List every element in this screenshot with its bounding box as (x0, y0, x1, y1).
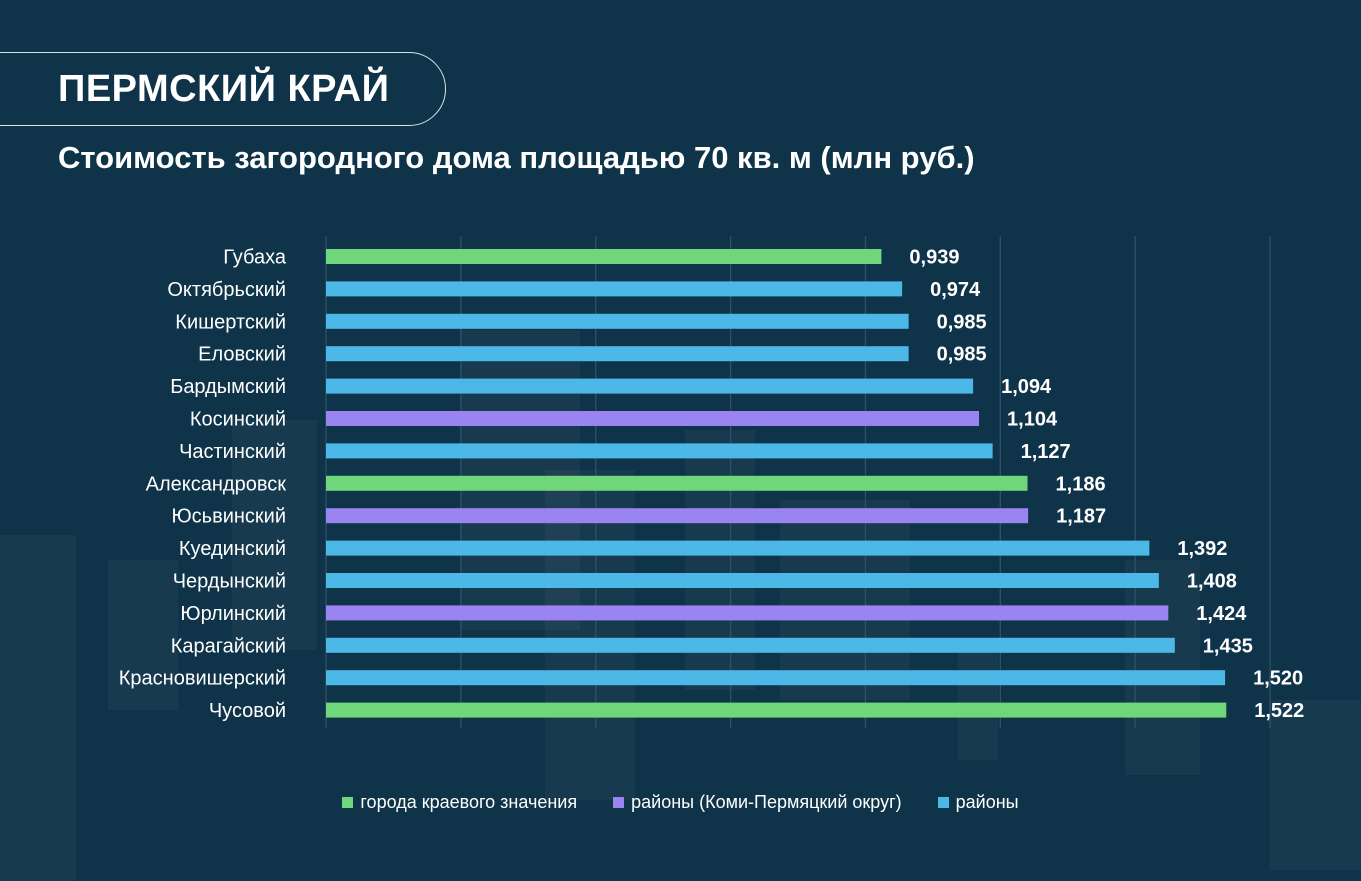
legend-item-komi: районы (Коми-Пермяцкий округ) (613, 792, 902, 813)
category-label: Октябрьский (167, 279, 286, 301)
category-label: Юсьвинский (171, 506, 286, 528)
value-label: 0,974 (930, 279, 981, 301)
category-label: Юрлинский (180, 603, 286, 625)
bar (326, 475, 1028, 491)
category-label: Чусовой (209, 700, 286, 722)
value-label: 0,985 (937, 344, 987, 366)
bar (326, 573, 1159, 588)
value-label: 1,408 (1187, 571, 1237, 593)
category-label: Кишертский (175, 311, 286, 333)
bar (326, 249, 882, 264)
chart-subtitle: Стоимость загородного дома площадью 70 к… (58, 140, 975, 175)
legend-swatch-cities (342, 797, 354, 808)
value-label: 1,127 (1021, 441, 1071, 463)
legend-label-districts: районы (955, 792, 1019, 812)
bar (326, 411, 980, 426)
legend-label-cities: города краевого значения (360, 792, 578, 812)
legend-item-districts: районы (937, 792, 1019, 813)
bar (326, 702, 1227, 718)
value-label: 1,104 (1007, 409, 1058, 431)
value-label: 0,939 (909, 247, 959, 269)
category-label: Чердынский (173, 571, 286, 593)
legend-swatch-komi (613, 797, 625, 808)
category-label: Частинский (179, 441, 286, 463)
bar (326, 346, 909, 362)
value-label: 0,985 (937, 311, 987, 333)
value-label: 1,187 (1056, 506, 1106, 528)
bar (326, 605, 1169, 621)
value-label: 1,094 (1001, 376, 1052, 398)
bar (326, 378, 974, 394)
category-label: Карагайский (171, 635, 286, 657)
legend-swatch-districts (937, 797, 949, 808)
value-label: 1,424 (1196, 603, 1247, 625)
value-label: 1,520 (1253, 668, 1303, 690)
value-label: 1,522 (1254, 700, 1304, 722)
chart-legend: города краевого значения районы (Коми-Пе… (0, 792, 1361, 813)
legend-label-komi: районы (Коми-Пермяцкий округ) (631, 792, 902, 812)
legend-item-cities: города краевого значения (342, 792, 577, 813)
category-label: Александровск (146, 473, 287, 495)
category-label: Губаха (223, 247, 287, 269)
value-label: 1,186 (1056, 473, 1106, 495)
bar (326, 508, 1029, 524)
value-label: 1,392 (1177, 538, 1227, 560)
bar (326, 540, 1150, 556)
category-label: Куединский (179, 538, 286, 560)
bar (326, 313, 909, 329)
title-badge (0, 52, 446, 126)
category-label: Бардымский (170, 376, 286, 398)
category-label: Красновишерский (119, 668, 286, 690)
region-title: ПЕРМСКИЙ КРАЙ (58, 68, 390, 110)
bar (326, 443, 993, 459)
bar (326, 670, 1226, 686)
bar (326, 637, 1175, 653)
category-label: Еловский (198, 344, 286, 366)
category-label: Косинский (190, 409, 286, 431)
bar (326, 281, 903, 297)
value-label: 1,435 (1203, 635, 1253, 657)
